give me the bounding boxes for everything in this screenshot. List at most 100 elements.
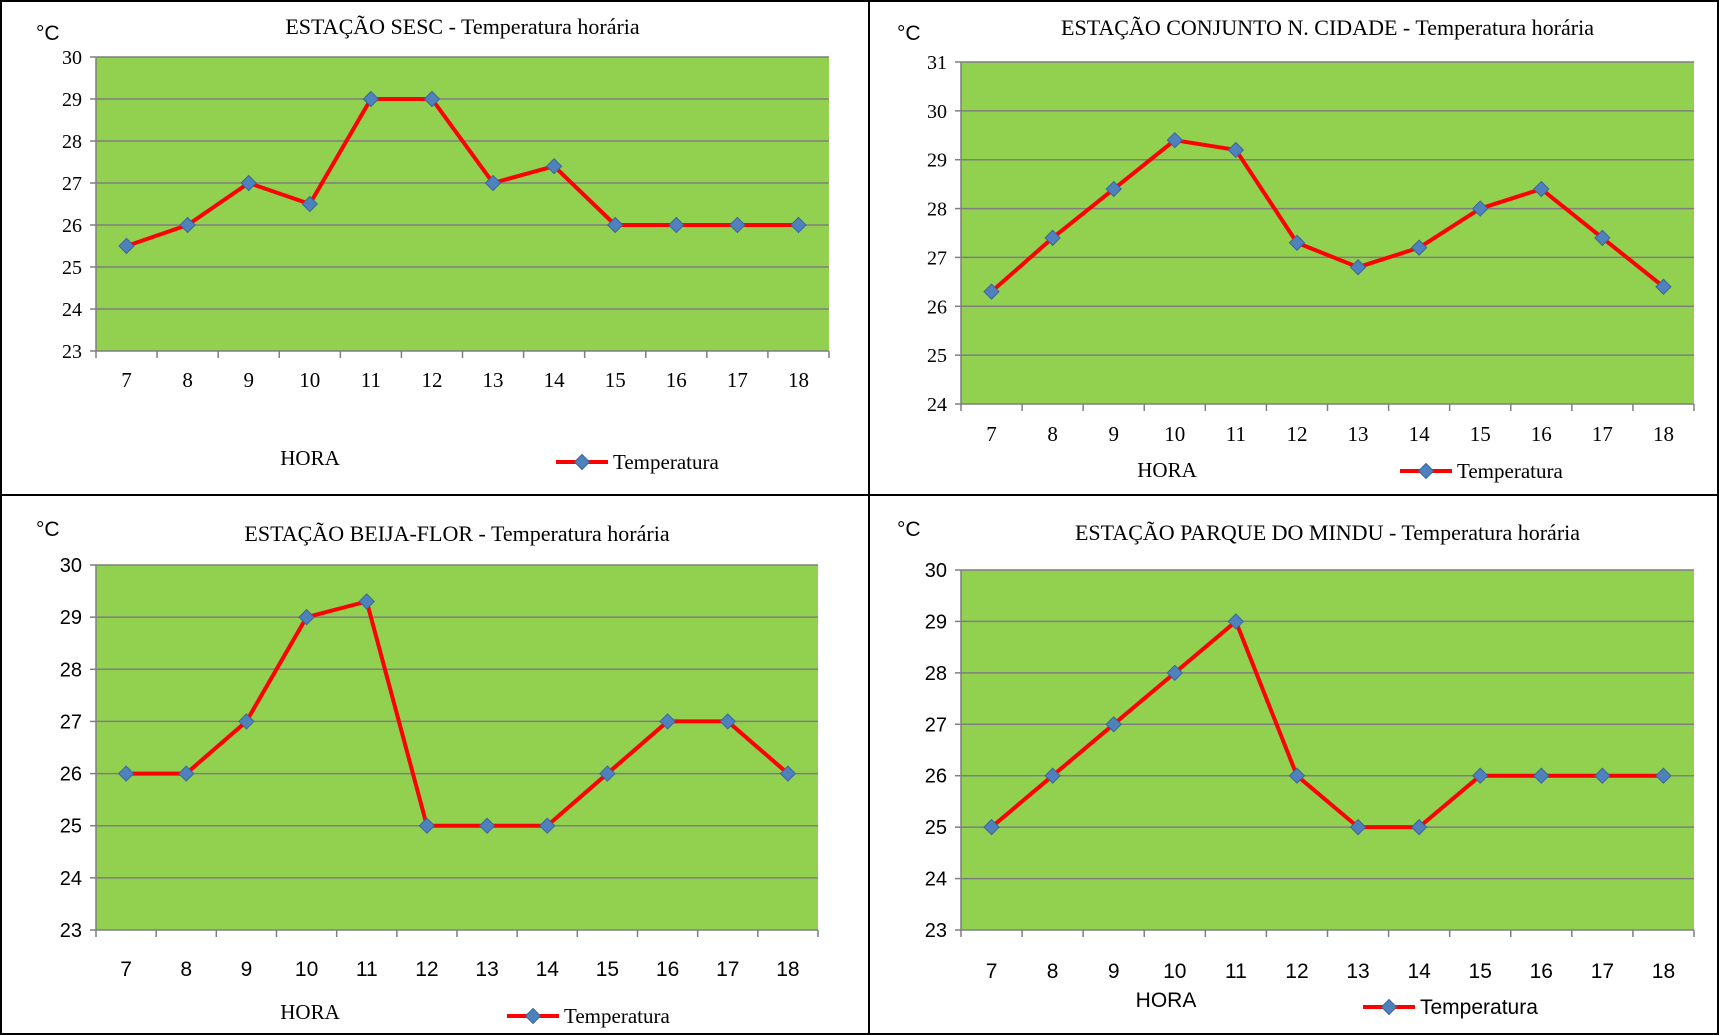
data-point-marker xyxy=(1472,200,1489,217)
y-tick-label: 23 xyxy=(925,920,947,942)
plot-area xyxy=(96,565,818,930)
x-tick-label: 16 xyxy=(666,368,687,392)
x-tick-label: 18 xyxy=(788,368,809,392)
data-point-marker xyxy=(539,817,556,834)
data-point-marker xyxy=(301,195,318,213)
x-tick-label: 8 xyxy=(182,368,193,392)
y-tick-label: 24 xyxy=(60,868,82,890)
y-tick-label: 25 xyxy=(927,345,947,367)
data-point-marker xyxy=(1349,258,1367,276)
data-point-marker xyxy=(1349,818,1367,836)
legend-marker-swatch xyxy=(524,1007,542,1025)
data-point-marker xyxy=(1594,229,1611,247)
legend-label: Temperatura xyxy=(564,1004,670,1028)
data-point-marker xyxy=(1166,664,1183,682)
x-tick-label: 12 xyxy=(1285,960,1308,983)
data-point-marker xyxy=(117,765,135,782)
y-axis-unit-label: °C xyxy=(897,518,921,541)
y-tick-label: 26 xyxy=(925,766,947,788)
chart-title: ESTAÇÃO BEIJA-FLOR - Temperatura horária xyxy=(244,521,669,546)
data-point-marker xyxy=(240,174,257,192)
x-tick-label: 13 xyxy=(475,958,498,981)
y-tick-label: 29 xyxy=(927,150,947,172)
y-tick-label: 25 xyxy=(925,817,947,839)
data-point-marker xyxy=(545,157,563,175)
legend-marker-swatch xyxy=(1380,998,1398,1016)
data-point-marker xyxy=(1288,767,1306,784)
data-point-marker xyxy=(1044,229,1061,247)
data-point-marker xyxy=(719,713,736,730)
x-tick-label: 17 xyxy=(716,958,739,981)
data-point-marker xyxy=(178,765,195,782)
data-point-marker xyxy=(1655,278,1672,295)
x-tick-label: 15 xyxy=(1469,960,1492,983)
x-axis-label: HORA xyxy=(1137,458,1197,482)
data-point-marker xyxy=(1410,818,1428,836)
legend-label: Temperatura xyxy=(613,450,719,474)
series-line-temperatura xyxy=(990,138,1665,294)
x-tick-label: 15 xyxy=(1470,422,1491,446)
x-tick-label: 11 xyxy=(356,958,378,981)
x-tick-label: 9 xyxy=(243,368,254,392)
y-tick-label: 31 xyxy=(927,52,947,74)
x-tick-label: 11 xyxy=(361,368,381,392)
data-point-marker xyxy=(1044,767,1061,784)
data-point-marker xyxy=(484,174,502,192)
x-tick-label: 11 xyxy=(1226,422,1246,446)
x-tick-label: 17 xyxy=(1592,422,1613,446)
series-line-temperatura xyxy=(125,97,799,248)
x-tick-label: 7 xyxy=(121,368,132,392)
y-tick-label: 27 xyxy=(925,714,947,736)
data-point-marker xyxy=(1227,141,1245,159)
data-point-marker xyxy=(1105,180,1122,198)
y-tick-label: 28 xyxy=(925,663,947,685)
data-point-marker xyxy=(659,713,676,730)
x-tick-label: 14 xyxy=(1407,960,1431,983)
plot-area xyxy=(961,62,1694,404)
plot-area xyxy=(961,570,1694,930)
y-tick-label: 24 xyxy=(927,394,947,416)
x-tick-label: 8 xyxy=(1047,422,1058,446)
y-tick-label: 26 xyxy=(60,764,82,786)
x-tick-label: 7 xyxy=(986,960,998,983)
data-point-marker xyxy=(1533,180,1550,198)
y-axis-unit-label: °C xyxy=(897,22,921,45)
data-point-marker xyxy=(790,216,807,234)
x-tick-label: 10 xyxy=(1164,422,1185,446)
data-point-marker xyxy=(362,90,380,108)
legend-label: Temperatura xyxy=(1457,459,1563,483)
x-tick-label: 9 xyxy=(1108,960,1120,983)
y-axis-unit-label: °C xyxy=(36,22,60,45)
x-tick-label: 10 xyxy=(299,368,320,392)
chart-title: ESTAÇÃO SESC - Temperatura horária xyxy=(285,14,640,39)
y-tick-label: 24 xyxy=(62,299,82,321)
y-axis-unit-label: °C xyxy=(36,518,60,541)
data-point-marker xyxy=(1472,767,1489,784)
data-point-marker xyxy=(179,216,196,234)
data-point-marker xyxy=(418,817,436,834)
data-point-marker xyxy=(118,237,135,255)
y-tick-label: 27 xyxy=(927,247,947,269)
y-tick-label: 30 xyxy=(927,101,947,123)
x-tick-label: 14 xyxy=(536,958,560,981)
x-tick-label: 14 xyxy=(544,368,566,392)
x-tick-label: 16 xyxy=(1531,422,1552,446)
x-tick-label: 9 xyxy=(1108,422,1119,446)
series-line-temperatura xyxy=(126,599,790,828)
y-tick-label: 30 xyxy=(60,555,82,577)
x-tick-label: 18 xyxy=(776,958,799,981)
chart-svg-parque-do-mindu: 23 24 25 26 27 28 29 30 7 8 9 10 11 12 13 14 15 16 17 18 EST… xyxy=(897,518,1695,1019)
chart-svg-beija-flor: 23 24 25 26 27 28 29 30 7 8 9 10 11 12 13 14 15 16 17 18 EST… xyxy=(36,518,819,1028)
data-point-marker xyxy=(1105,716,1122,733)
y-tick-label: 25 xyxy=(60,816,82,838)
data-point-marker xyxy=(599,765,616,782)
data-point-marker xyxy=(478,817,496,834)
x-axis-label: HORA xyxy=(280,446,340,470)
y-tick-label: 26 xyxy=(927,296,947,318)
data-point-marker xyxy=(423,90,441,108)
x-tick-label: 18 xyxy=(1653,422,1674,446)
data-point-marker xyxy=(668,216,685,234)
chart-panel-sesc: 23 24 25 26 27 28 29 30 7 8 9 10 11 12 13 14 15 16 17 18 EST… xyxy=(0,0,869,495)
chart-title: ESTAÇÃO CONJUNTO N. CIDADE - Temperatura… xyxy=(1061,15,1594,40)
chart-svg-conjunto-n-cidade: 24 25 26 27 28 29 30 31 7 8 9 10 11 12 13 14 15 16 17 18 EST… xyxy=(897,15,1695,483)
